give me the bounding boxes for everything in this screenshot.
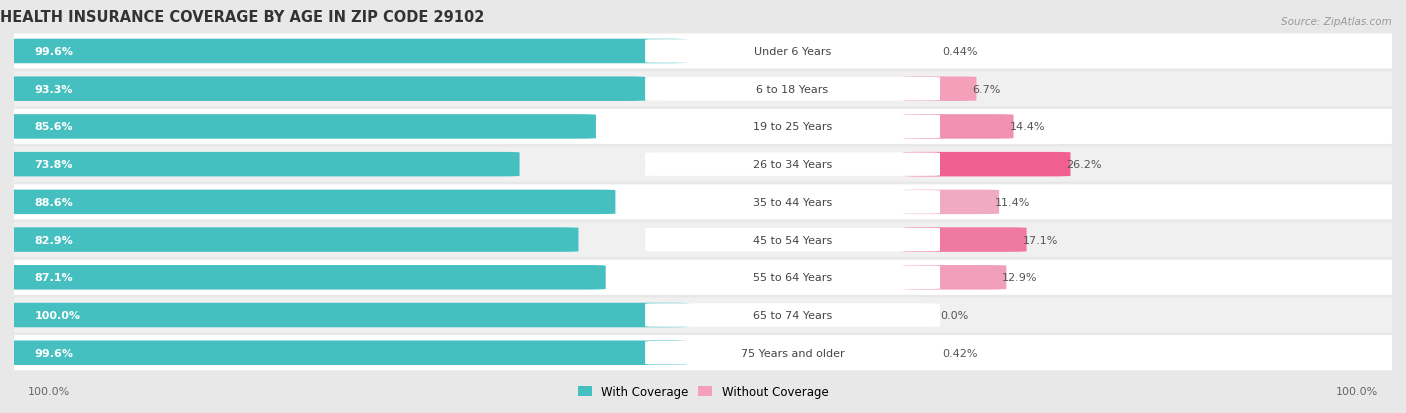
FancyBboxPatch shape xyxy=(0,298,1406,333)
Text: 100.0%: 100.0% xyxy=(28,387,70,396)
FancyBboxPatch shape xyxy=(645,191,941,214)
FancyBboxPatch shape xyxy=(645,228,941,252)
FancyBboxPatch shape xyxy=(645,341,941,365)
FancyBboxPatch shape xyxy=(645,304,941,327)
Text: 99.6%: 99.6% xyxy=(35,348,73,358)
FancyBboxPatch shape xyxy=(0,72,1406,107)
FancyBboxPatch shape xyxy=(0,152,520,177)
Text: 87.1%: 87.1% xyxy=(35,273,73,282)
Text: 11.4%: 11.4% xyxy=(995,197,1031,207)
Text: 82.9%: 82.9% xyxy=(35,235,73,245)
FancyBboxPatch shape xyxy=(645,78,941,101)
FancyBboxPatch shape xyxy=(903,152,1070,177)
FancyBboxPatch shape xyxy=(0,228,578,252)
FancyBboxPatch shape xyxy=(0,303,689,328)
Text: 12.9%: 12.9% xyxy=(1002,273,1038,282)
FancyBboxPatch shape xyxy=(0,115,596,139)
Text: 88.6%: 88.6% xyxy=(35,197,73,207)
FancyBboxPatch shape xyxy=(0,260,1406,295)
Text: Source: ZipAtlas.com: Source: ZipAtlas.com xyxy=(1281,17,1392,26)
Text: HEALTH INSURANCE COVERAGE BY AGE IN ZIP CODE 29102: HEALTH INSURANCE COVERAGE BY AGE IN ZIP … xyxy=(0,10,485,25)
Text: 0.0%: 0.0% xyxy=(941,310,969,320)
Text: 93.3%: 93.3% xyxy=(35,85,73,95)
FancyBboxPatch shape xyxy=(0,223,1406,257)
FancyBboxPatch shape xyxy=(903,190,1000,215)
Text: 65 to 74 Years: 65 to 74 Years xyxy=(754,310,832,320)
FancyBboxPatch shape xyxy=(645,115,941,139)
FancyBboxPatch shape xyxy=(645,40,941,64)
Text: 45 to 54 Years: 45 to 54 Years xyxy=(754,235,832,245)
Text: 14.4%: 14.4% xyxy=(1010,122,1045,132)
FancyBboxPatch shape xyxy=(0,341,686,365)
Text: 26 to 34 Years: 26 to 34 Years xyxy=(754,160,832,170)
FancyBboxPatch shape xyxy=(0,109,1406,145)
FancyBboxPatch shape xyxy=(0,40,686,64)
FancyBboxPatch shape xyxy=(645,266,941,290)
FancyBboxPatch shape xyxy=(0,266,606,290)
Text: 73.8%: 73.8% xyxy=(35,160,73,170)
FancyBboxPatch shape xyxy=(903,228,1026,252)
Text: 26.2%: 26.2% xyxy=(1066,160,1102,170)
Text: 0.42%: 0.42% xyxy=(942,348,977,358)
FancyBboxPatch shape xyxy=(0,185,1406,220)
Text: 99.6%: 99.6% xyxy=(35,47,73,57)
FancyBboxPatch shape xyxy=(0,335,1406,370)
Text: 35 to 44 Years: 35 to 44 Years xyxy=(754,197,832,207)
Text: 0.44%: 0.44% xyxy=(942,47,977,57)
Legend: With Coverage, Without Coverage: With Coverage, Without Coverage xyxy=(572,381,834,403)
Text: 100.0%: 100.0% xyxy=(35,310,80,320)
FancyBboxPatch shape xyxy=(903,115,1014,139)
Text: 6.7%: 6.7% xyxy=(973,85,1001,95)
FancyBboxPatch shape xyxy=(0,34,1406,69)
FancyBboxPatch shape xyxy=(645,153,941,176)
FancyBboxPatch shape xyxy=(0,77,645,102)
Text: 19 to 25 Years: 19 to 25 Years xyxy=(754,122,832,132)
Text: 100.0%: 100.0% xyxy=(1336,387,1378,396)
Text: 6 to 18 Years: 6 to 18 Years xyxy=(756,85,828,95)
FancyBboxPatch shape xyxy=(0,147,1406,182)
FancyBboxPatch shape xyxy=(0,190,616,215)
FancyBboxPatch shape xyxy=(903,77,976,102)
Text: 17.1%: 17.1% xyxy=(1022,235,1057,245)
Text: 85.6%: 85.6% xyxy=(35,122,73,132)
Text: 75 Years and older: 75 Years and older xyxy=(741,348,845,358)
Text: 55 to 64 Years: 55 to 64 Years xyxy=(754,273,832,282)
FancyBboxPatch shape xyxy=(903,266,1007,290)
Text: Under 6 Years: Under 6 Years xyxy=(754,47,831,57)
